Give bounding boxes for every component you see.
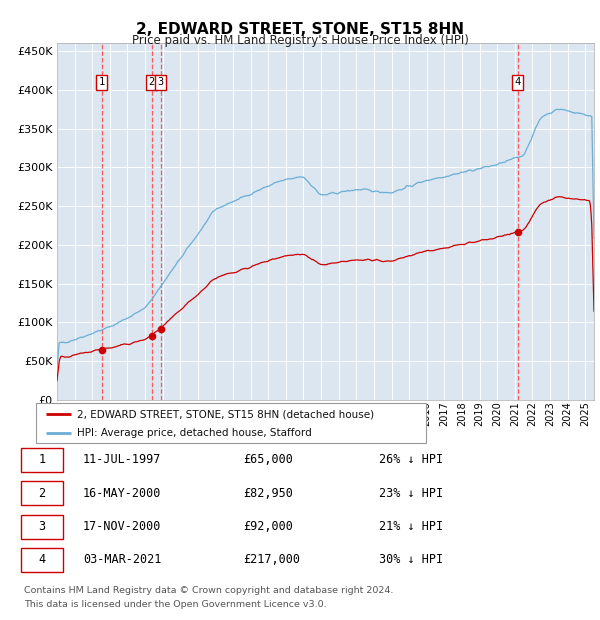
Text: HPI: Average price, detached house, Stafford: HPI: Average price, detached house, Staf… xyxy=(77,428,312,438)
Bar xyxy=(21,515,63,539)
Text: 1: 1 xyxy=(38,453,46,466)
Text: £65,000: £65,000 xyxy=(244,453,293,466)
Text: Contains HM Land Registry data © Crown copyright and database right 2024.: Contains HM Land Registry data © Crown c… xyxy=(24,586,394,595)
Text: 11-JUL-1997: 11-JUL-1997 xyxy=(83,453,161,466)
Text: 30% ↓ HPI: 30% ↓ HPI xyxy=(379,554,443,567)
Text: 3: 3 xyxy=(38,520,46,533)
Bar xyxy=(21,548,63,572)
Bar xyxy=(21,481,63,505)
Text: 1: 1 xyxy=(98,77,104,87)
Bar xyxy=(21,448,63,472)
Text: 03-MAR-2021: 03-MAR-2021 xyxy=(83,554,161,567)
Text: This data is licensed under the Open Government Licence v3.0.: This data is licensed under the Open Gov… xyxy=(24,600,326,609)
Text: 23% ↓ HPI: 23% ↓ HPI xyxy=(379,487,443,500)
Text: £82,950: £82,950 xyxy=(244,487,293,500)
Text: 21% ↓ HPI: 21% ↓ HPI xyxy=(379,520,443,533)
Text: 2: 2 xyxy=(148,77,155,87)
Text: 16-MAY-2000: 16-MAY-2000 xyxy=(83,487,161,500)
Text: 17-NOV-2000: 17-NOV-2000 xyxy=(83,520,161,533)
Text: 2, EDWARD STREET, STONE, ST15 8HN (detached house): 2, EDWARD STREET, STONE, ST15 8HN (detac… xyxy=(77,409,374,419)
Text: 4: 4 xyxy=(38,554,46,567)
Text: £92,000: £92,000 xyxy=(244,520,293,533)
Text: 2, EDWARD STREET, STONE, ST15 8HN: 2, EDWARD STREET, STONE, ST15 8HN xyxy=(136,22,464,37)
Text: 3: 3 xyxy=(157,77,164,87)
Text: 2: 2 xyxy=(38,487,46,500)
Text: Price paid vs. HM Land Registry's House Price Index (HPI): Price paid vs. HM Land Registry's House … xyxy=(131,34,469,47)
Text: 4: 4 xyxy=(515,77,521,87)
Text: 26% ↓ HPI: 26% ↓ HPI xyxy=(379,453,443,466)
Text: £217,000: £217,000 xyxy=(244,554,301,567)
